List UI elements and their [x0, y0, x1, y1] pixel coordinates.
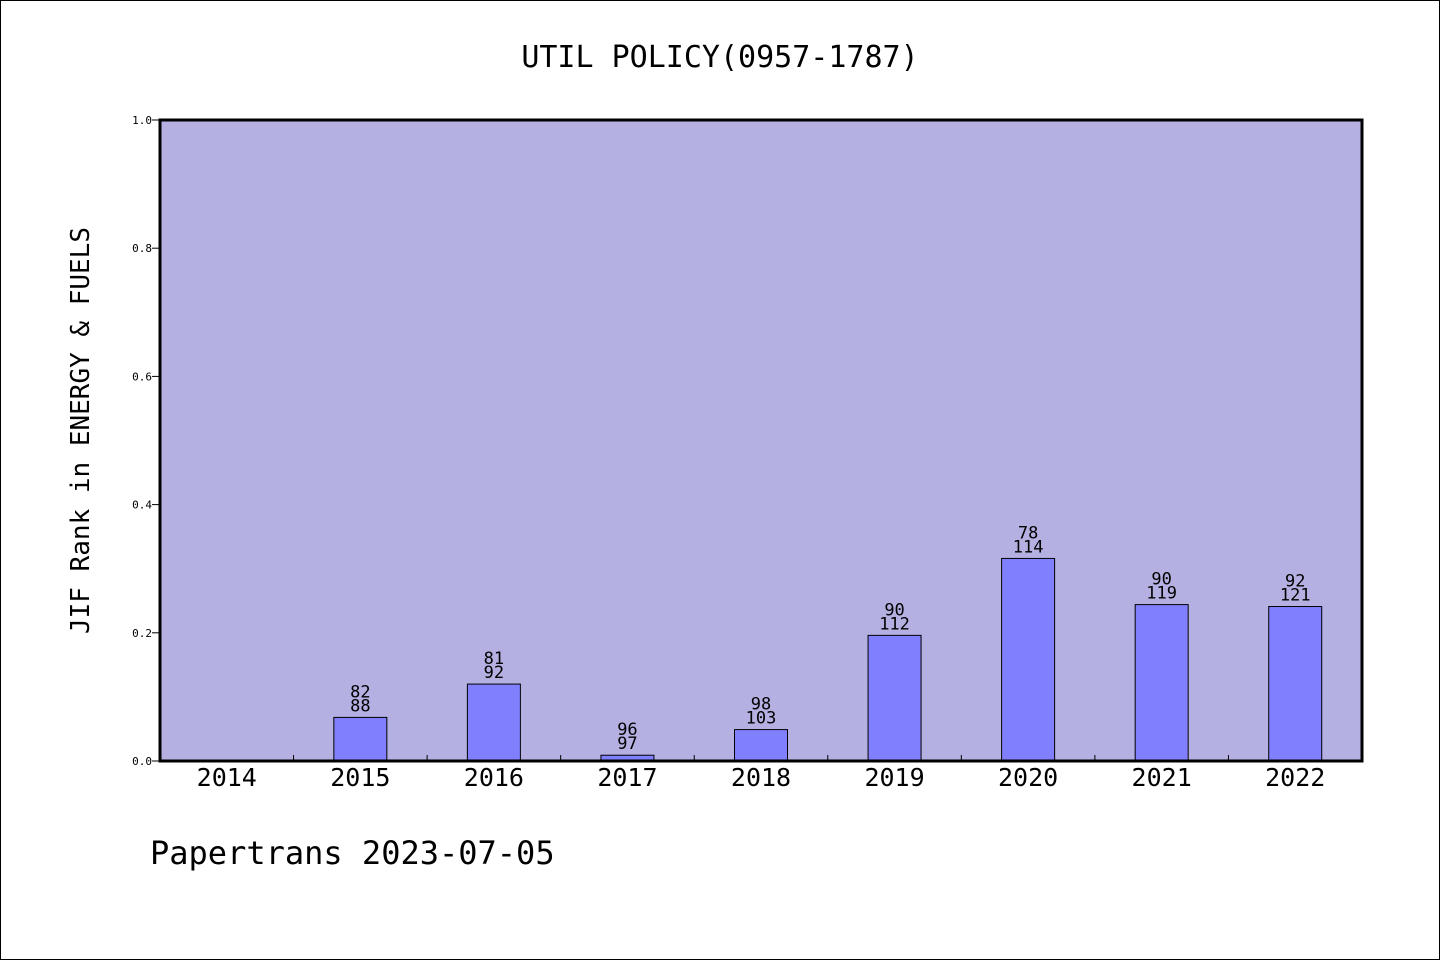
plot-border — [158, 118, 1364, 763]
y-tick-label-0.2: 0.2 — [132, 627, 152, 640]
data-label-total-2021: 119 — [1146, 584, 1177, 604]
y-tick-label-0.4: 0.4 — [132, 499, 152, 512]
data-label-total-2018: 103 — [746, 709, 777, 729]
y-axis: 0.0 0.2 0.4 0.6 0.8 1.0 — [132, 114, 160, 768]
footer-text: Papertrans 2023-07-05 — [150, 834, 555, 872]
y-axis-label: JIF Rank in ENERGY & FUELS — [66, 227, 96, 634]
data-label-total-2016: 92 — [484, 663, 504, 683]
bar-2020 — [1001, 557, 1056, 762]
data-label-total-2019: 112 — [879, 614, 910, 634]
bar-2019 — [867, 634, 922, 762]
y-tick-label-0.8: 0.8 — [132, 242, 152, 255]
data-label-rank-2021: 90 — [1151, 570, 1171, 590]
bar-2022 — [1268, 606, 1323, 762]
data-label-rank-2019: 90 — [884, 600, 904, 620]
x-tick-label-2014: 2014 — [197, 763, 257, 792]
x-tick-label-2019: 2019 — [864, 763, 924, 792]
data-label-total-2017: 97 — [617, 734, 637, 754]
data-label-rank-2022: 92 — [1285, 572, 1305, 592]
y-tick-label-1.0: 1.0 — [132, 114, 152, 127]
data-label-rank-2016: 81 — [484, 649, 504, 669]
y-tick-label-0.0: 0.0 — [132, 755, 152, 768]
data-label-rank-2018: 98 — [751, 695, 771, 715]
x-tick-label-2020: 2020 — [998, 763, 1058, 792]
data-label-rank-2017: 96 — [617, 720, 637, 740]
bar-2018 — [734, 729, 788, 762]
chart-title: UTIL POLICY(0957-1787) — [521, 40, 918, 75]
bar-2021 — [1134, 604, 1189, 762]
data-label-rank-2020: 78 — [1018, 523, 1038, 543]
bar-group — [333, 557, 1323, 762]
x-tick-label-2022: 2022 — [1265, 763, 1325, 792]
bar-2015 — [333, 716, 388, 762]
data-label-total-2020: 114 — [1013, 537, 1044, 557]
x-tick-label-2015: 2015 — [330, 763, 390, 792]
x-tick-label-2017: 2017 — [597, 763, 657, 792]
x-tick-label-2021: 2021 — [1132, 763, 1192, 792]
data-label-rank-2015: 82 — [350, 682, 370, 702]
bar-2016 — [466, 683, 521, 762]
x-axis: 2014 2015 2016 2017 2018 2019 2020 2021 2022 — [197, 755, 1325, 792]
x-tick-label-2018: 2018 — [731, 763, 791, 792]
y-tick-label-0.6: 0.6 — [132, 370, 152, 383]
x-tick-label-2016: 2016 — [464, 763, 524, 792]
data-label-total-2015: 88 — [350, 696, 370, 716]
data-label-total-2022: 121 — [1280, 586, 1311, 606]
